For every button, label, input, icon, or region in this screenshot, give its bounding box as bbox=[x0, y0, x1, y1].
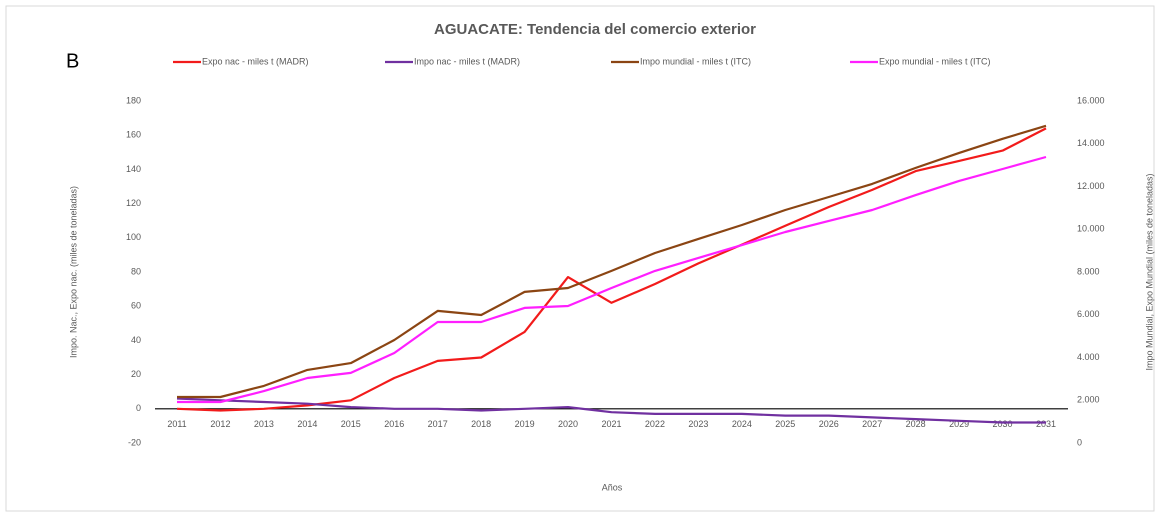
x-tick-label: 2023 bbox=[688, 419, 708, 429]
y-tick-label: 60 bbox=[131, 301, 141, 311]
legend-label: Impo mundial - miles t (ITC) bbox=[640, 56, 751, 66]
x-tick-label: 2021 bbox=[601, 419, 621, 429]
x-tick-label: 2019 bbox=[515, 419, 535, 429]
y2-tick-label: 6.000 bbox=[1077, 309, 1100, 319]
legend-label: Expo nac - miles t (MADR) bbox=[202, 56, 309, 66]
y-axis-title: Impo. Nac., Expo nac. (miles de tonelada… bbox=[68, 186, 78, 358]
y2-tick-label: 4.000 bbox=[1077, 352, 1100, 362]
x-tick-label: 2015 bbox=[341, 419, 361, 429]
x-tick-label: 2011 bbox=[167, 419, 186, 429]
x-tick-label: 2026 bbox=[819, 419, 839, 429]
chart-frame bbox=[5, 5, 1155, 512]
y-tick-label: -20 bbox=[128, 437, 141, 447]
x-tick-label: 2013 bbox=[254, 419, 274, 429]
x-tick-label: 2017 bbox=[428, 419, 448, 429]
x-tick-label: 2016 bbox=[384, 419, 404, 429]
legend-label: Expo mundial - miles t (ITC) bbox=[879, 56, 991, 66]
chart-title: AGUACATE: Tendencia del comercio exterio… bbox=[434, 21, 756, 38]
series-line bbox=[177, 124, 1047, 399]
x-tick-label: 2022 bbox=[645, 419, 665, 429]
y-tick-label: 140 bbox=[126, 164, 141, 174]
y2-tick-label: 0 bbox=[1077, 437, 1082, 447]
panel-label: B bbox=[66, 50, 79, 72]
y-tick-label: 100 bbox=[126, 232, 141, 242]
y2-tick-label: 8.000 bbox=[1077, 266, 1100, 276]
y2-tick-label: 14.000 bbox=[1077, 138, 1105, 148]
y2-tick-label: 2.000 bbox=[1077, 395, 1100, 405]
y-tick-label: 160 bbox=[126, 130, 141, 140]
y2-tick-label: 10.000 bbox=[1077, 224, 1105, 234]
x-tick-label: 2027 bbox=[862, 419, 882, 429]
x-tick-label: 2025 bbox=[775, 419, 795, 429]
x-tick-label: 2018 bbox=[471, 419, 491, 429]
x-tick-label: 2028 bbox=[906, 419, 926, 429]
series-line bbox=[177, 155, 1047, 404]
x-tick-label: 2030 bbox=[993, 419, 1013, 429]
x-axis-title: Años bbox=[602, 482, 623, 492]
x-tick-label: 2020 bbox=[558, 419, 578, 429]
x-tick-label: 2014 bbox=[297, 419, 317, 429]
y-tick-label: 180 bbox=[126, 95, 141, 105]
x-tick-label: 2012 bbox=[210, 419, 230, 429]
x-tick-label: 2029 bbox=[949, 419, 969, 429]
y-tick-label: 80 bbox=[131, 266, 141, 276]
x-tick-label: 2031 bbox=[1036, 419, 1056, 429]
y-tick-label: 20 bbox=[131, 369, 141, 379]
y-tick-label: 120 bbox=[126, 198, 141, 208]
series-line bbox=[176, 397, 1046, 424]
y-tick-label: 40 bbox=[131, 335, 141, 345]
x-tick-label: 2024 bbox=[732, 419, 752, 429]
y-tick-label: 0 bbox=[136, 403, 141, 413]
y2-axis-title: Impo Mundial, Expo Mundial (miles de ton… bbox=[1144, 173, 1154, 370]
y2-tick-label: 16.000 bbox=[1077, 95, 1105, 105]
y2-tick-label: 12.000 bbox=[1077, 181, 1105, 191]
legend-label: Impo nac - miles t (MADR) bbox=[414, 56, 520, 66]
series-line bbox=[176, 127, 1047, 412]
